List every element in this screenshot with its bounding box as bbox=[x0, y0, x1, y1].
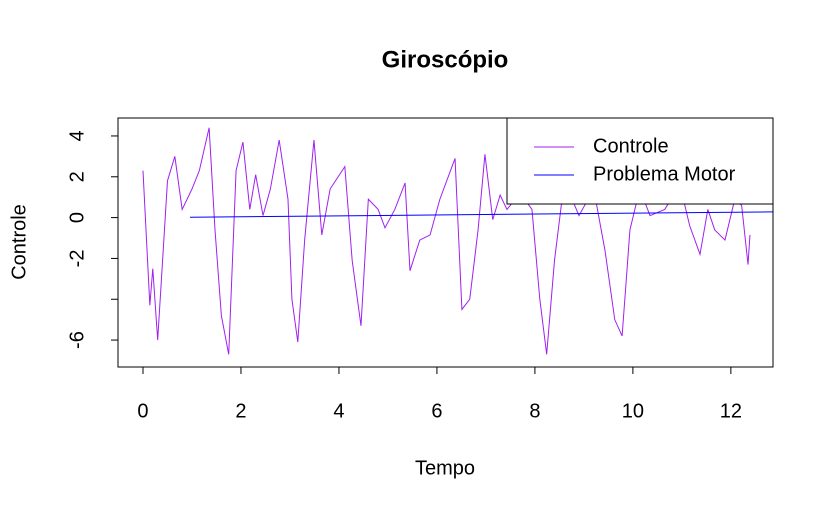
y-tick-label: 2 bbox=[66, 171, 88, 182]
x-tick-label: 0 bbox=[137, 400, 148, 422]
x-tick-label: 4 bbox=[333, 400, 344, 422]
y-axis-label: Controle bbox=[8, 204, 30, 280]
x-tick-label: 12 bbox=[720, 400, 742, 422]
x-axis-label: Tempo bbox=[415, 457, 475, 479]
y-tick-label: 0 bbox=[66, 212, 88, 223]
y-tick-label: -2 bbox=[66, 250, 88, 268]
x-tick-label: 6 bbox=[431, 400, 442, 422]
legend-label: Controle bbox=[593, 135, 669, 157]
legend-label: Problema Motor bbox=[593, 163, 736, 185]
chart-title: Giroscópio bbox=[382, 46, 509, 73]
legend-box bbox=[506, 117, 774, 205]
x-tick-label: 10 bbox=[622, 400, 644, 422]
x-tick-label: 8 bbox=[529, 400, 540, 422]
series-line bbox=[190, 211, 773, 218]
x-tick-label: 2 bbox=[235, 400, 246, 422]
y-tick-label: 4 bbox=[66, 130, 88, 141]
y-tick-label: -6 bbox=[66, 331, 88, 349]
